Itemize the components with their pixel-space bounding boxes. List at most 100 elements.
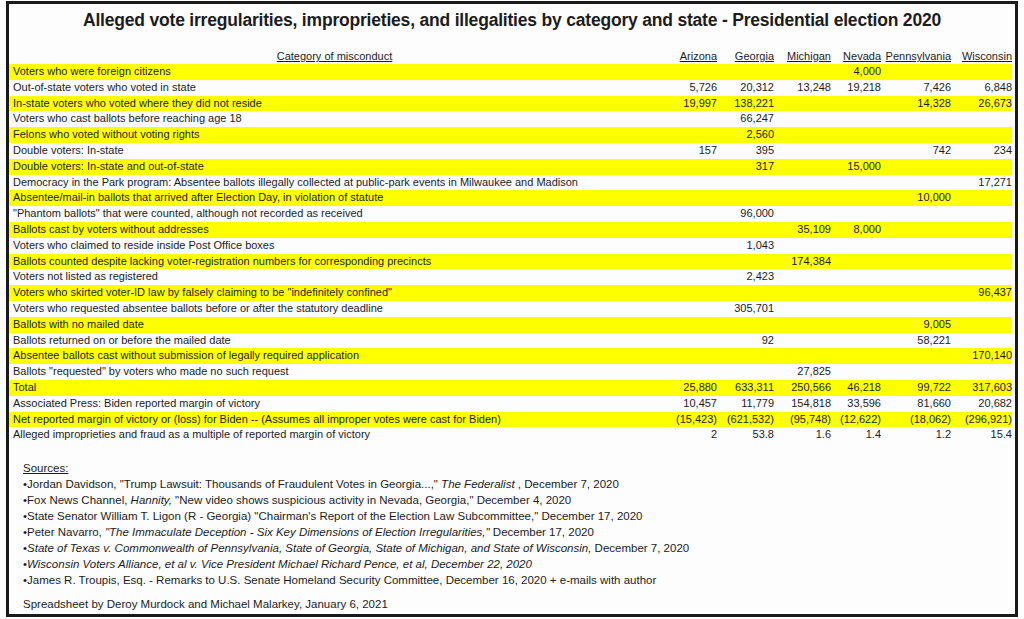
source-item: •State of Texas v. Commonwealth of Penns…	[23, 540, 1015, 556]
value-cell: 2	[660, 427, 717, 443]
value-cell: 17,271	[951, 175, 1012, 191]
table-row: Democracy in the Park program: Absentee …	[9, 175, 1012, 191]
category-cell: Voters who cast ballots before reaching …	[9, 111, 660, 127]
column-header-nevada: Nevada	[831, 48, 881, 64]
category-cell: Voters who claimed to reside inside Post…	[9, 238, 660, 254]
credit-line: Spreadsheet by Deroy Murdock and Michael…	[23, 596, 1015, 612]
value-cell: 20,682	[951, 396, 1012, 412]
table-row: Ballots with no mailed date 9,005	[9, 317, 1012, 333]
source-item: •Wisconsin Voters Alliance, et al v. Vic…	[23, 556, 1015, 572]
value-cell: 26,673	[951, 96, 1012, 112]
source-item: •State Senator William T. Ligon (R - Geo…	[23, 508, 1015, 524]
table-row: "Phantom ballots" that were counted, alt…	[9, 206, 1012, 222]
category-cell: Out-of-state voters who voted in state	[9, 80, 660, 96]
value-cell: 46,218	[831, 380, 881, 396]
category-cell: Net reported margin of victory or (loss)…	[9, 412, 660, 428]
value-cell: 174,384	[774, 254, 831, 270]
value-cell: 138,221	[717, 96, 774, 112]
value-cell: 13,248	[774, 80, 831, 96]
table-row: Voters who cast ballots before reaching …	[9, 111, 1012, 127]
category-cell: In-state voters who voted where they did…	[9, 96, 660, 112]
category-cell: Voters who skirted voter-ID law by false…	[9, 285, 660, 301]
table-row: Ballots "requested" by voters who made n…	[9, 364, 1012, 380]
table-row: Absentee/mail-in ballots that arrived af…	[9, 190, 1012, 206]
value-cell: 1,043	[717, 238, 774, 254]
value-cell: 395	[717, 143, 774, 159]
value-cell: 92	[717, 333, 774, 349]
value-cell: 11,779	[717, 396, 774, 412]
category-cell: Associated Press: Biden reported margin …	[9, 396, 660, 412]
table-row: Voters who claimed to reside inside Post…	[9, 238, 1012, 254]
table-row: Net reported margin of victory or (loss)…	[9, 412, 1012, 428]
category-cell: Democracy in the Park program: Absentee …	[9, 175, 660, 191]
value-cell: 58,221	[881, 333, 951, 349]
sources-list: •Jordan Davidson, "Trump Lawsuit: Thousa…	[23, 476, 1015, 588]
value-cell: 15,000	[831, 159, 881, 175]
value-cell: (12,622)	[831, 412, 881, 428]
category-cell: Voters not listed as registered	[9, 269, 660, 285]
value-cell: 1.6	[774, 427, 831, 443]
category-cell: Ballots returned on or before the mailed…	[9, 333, 660, 349]
table-row: Double voters: In-state 157 395 742 234	[9, 143, 1012, 159]
value-cell: 250,566	[774, 380, 831, 396]
value-cell: 2,423	[717, 269, 774, 285]
value-cell: 25,880	[660, 380, 717, 396]
value-cell: (15,423)	[660, 412, 717, 428]
value-cell: 10,457	[660, 396, 717, 412]
value-cell: 27,825	[774, 364, 831, 380]
value-cell: 7,426	[881, 80, 951, 96]
category-cell: Voters who requested absentee ballots be…	[9, 301, 660, 317]
value-cell: 4,000	[831, 64, 881, 80]
table-row: Voters who requested absentee ballots be…	[9, 301, 1012, 317]
value-cell: 317	[717, 159, 774, 175]
value-cell: 5,726	[660, 80, 717, 96]
value-cell: 96,000	[717, 206, 774, 222]
column-header-arizona: Arizona	[660, 48, 717, 64]
category-cell: Double voters: In-state and out-of-state	[9, 159, 660, 175]
category-cell: Alleged improprieties and fraud as a mul…	[9, 427, 660, 443]
value-cell: 96,437	[951, 285, 1012, 301]
table-row: Voters who were foreign citizens 4,000	[9, 64, 1012, 80]
value-cell: 170,140	[951, 348, 1012, 364]
value-cell: 8,000	[831, 222, 881, 238]
category-cell: Ballots cast by voters without addresses	[9, 222, 660, 238]
category-cell: Ballots with no mailed date	[9, 317, 660, 333]
value-cell: (296,921)	[951, 412, 1012, 428]
table-header-row: Category of misconduct Arizona Georgia M…	[9, 48, 1012, 64]
category-cell: Ballots "requested" by voters who made n…	[9, 364, 660, 380]
table-body: Voters who were foreign citizens 4,000 O…	[9, 64, 1012, 443]
value-cell: 66,247	[717, 111, 774, 127]
table-row: Felons who voted without voting rights 2…	[9, 127, 1012, 143]
value-cell: 14,328	[881, 96, 951, 112]
source-item: •Fox News Channel, Hannity, "New video s…	[23, 492, 1015, 508]
irregularities-table: Category of misconduct Arizona Georgia M…	[9, 48, 1012, 443]
column-header-michigan: Michigan	[774, 48, 831, 64]
value-cell: 33,596	[831, 396, 881, 412]
table-row: Total 25,880 633,311 250,566 46,218 99,7…	[9, 380, 1012, 396]
table-row: Ballots counted despite lacking voter-re…	[9, 254, 1012, 270]
value-cell: 317,603	[951, 380, 1012, 396]
value-cell: 742	[881, 143, 951, 159]
spreadsheet-page: Alleged vote irregularities, improprieti…	[6, 1, 1018, 617]
value-cell: 35,109	[774, 222, 831, 238]
value-cell: 99,722	[881, 380, 951, 396]
value-cell: 9,005	[881, 317, 951, 333]
table-row: Voters not listed as registered 2,423	[9, 269, 1012, 285]
table-row: Absentee ballots cast without submission…	[9, 348, 1012, 364]
value-cell: 19,997	[660, 96, 717, 112]
value-cell: 154,818	[774, 396, 831, 412]
value-cell: 10,000	[881, 190, 951, 206]
value-cell: 2,560	[717, 127, 774, 143]
category-cell: Double voters: In-state	[9, 143, 660, 159]
column-header-georgia: Georgia	[717, 48, 774, 64]
value-cell: 633,311	[717, 380, 774, 396]
table-row: Ballots returned on or before the mailed…	[9, 333, 1012, 349]
page-title: Alleged vote irregularities, improprieti…	[9, 10, 1015, 31]
source-item: •James R. Troupis, Esq. - Remarks to U.S…	[23, 572, 1015, 588]
value-cell: 157	[660, 143, 717, 159]
sources-heading: Sources:	[23, 460, 1015, 476]
category-cell: "Phantom ballots" that were counted, alt…	[9, 206, 660, 222]
category-cell: Absentee/mail-in ballots that arrived af…	[9, 190, 660, 206]
value-cell: 1.2	[881, 427, 951, 443]
table-row: Associated Press: Biden reported margin …	[9, 396, 1012, 412]
